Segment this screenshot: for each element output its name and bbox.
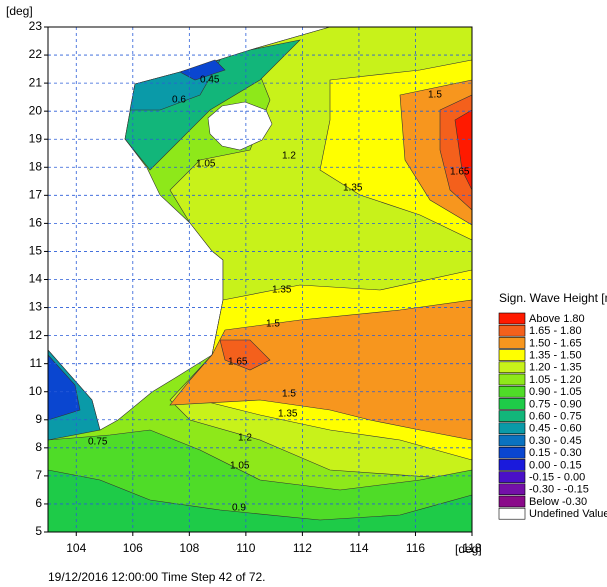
legend-label: 0.15 - 0.30 <box>529 447 582 459</box>
y-tick-label: 11 <box>30 356 43 370</box>
legend-label: 1.05 - 1.20 <box>529 374 582 386</box>
legend-swatch <box>498 312 526 325</box>
contour-label: 1.2 <box>282 151 296 162</box>
island <box>207 101 273 151</box>
contour-label: 1.5 <box>266 319 280 330</box>
contour-label: 0.9 <box>232 503 246 514</box>
x-tick-label: 112 <box>293 541 312 555</box>
legend-swatch <box>498 410 526 422</box>
contour-label: 1.35 <box>278 409 298 420</box>
contour-band <box>179 59 226 81</box>
legend-label: 0.90 - 1.05 <box>529 386 582 398</box>
footer: 19/12/2016 12:00:00 Time Step 42 of 72. <box>48 570 266 584</box>
x-tick-label: 108 <box>179 541 199 555</box>
legend-label: -0.30 - -0.15 <box>529 484 589 496</box>
y-tick-label: 10 <box>29 384 43 398</box>
legend-label: Below -0.30 <box>529 496 587 508</box>
y-tick-label: 8 <box>35 440 42 454</box>
y-tick-label: 12 <box>29 328 43 342</box>
legend-label: 1.65 - 1.80 <box>529 325 582 337</box>
contour-label: 1.65 <box>228 357 248 368</box>
contour-label: 1.05 <box>196 159 216 170</box>
legend-swatch <box>498 422 526 435</box>
y-tick-label: 14 <box>29 272 43 286</box>
contour-label: 1.05 <box>230 461 250 472</box>
legend-label: 0.45 - 0.60 <box>529 423 582 435</box>
y-tick-label: 16 <box>29 216 43 230</box>
legend: Above 1.801.65 - 1.801.50 - 1.651.35 - 1… <box>498 312 607 520</box>
x-tick-label: 106 <box>123 541 143 555</box>
legend-swatch <box>498 434 526 447</box>
y-tick-label: 17 <box>29 188 43 202</box>
x-tick-label: 104 <box>66 541 86 555</box>
x-tick-label: 118 <box>462 541 481 555</box>
x-tick-label: 110 <box>236 541 255 555</box>
legend-label: Above 1.80 <box>529 313 585 325</box>
legend-swatch <box>498 385 526 398</box>
legend-swatch <box>498 337 526 349</box>
legend-label: 1.50 - 1.65 <box>529 337 582 349</box>
contour-label: 1.35 <box>343 183 363 194</box>
contour-label: 1.5 <box>282 389 296 400</box>
legend-label: 0.60 - 0.75 <box>529 411 582 423</box>
legend-swatch <box>498 507 526 520</box>
contour-label: 0.75 <box>88 437 108 448</box>
legend-label: Undefined Value <box>529 508 607 520</box>
legend-swatch <box>498 324 526 337</box>
contour-label: 1.35 <box>272 285 292 296</box>
legend-label: 0.00 - 0.15 <box>529 459 582 471</box>
legend-title: Sign. Wave Height [m] <box>499 291 607 305</box>
x-tick-label: 116 <box>406 541 425 555</box>
legend-label: 0.75 - 0.90 <box>529 398 582 410</box>
legend-swatch <box>498 471 526 483</box>
contour-band <box>47 354 81 421</box>
legend-swatch <box>498 495 526 508</box>
y-tick-label: 20 <box>29 103 43 117</box>
x-axis-label: [deg] <box>455 542 482 556</box>
y-tick-label: 15 <box>29 244 43 258</box>
legend-swatch <box>498 398 526 410</box>
legend-label: 1.20 - 1.35 <box>529 362 582 374</box>
contour-label: 0.6 <box>172 95 186 106</box>
y-tick-label: 7 <box>35 468 42 482</box>
legend-label: 0.30 - 0.45 <box>529 435 582 447</box>
y-axis-label: [deg] <box>6 4 33 18</box>
y-tick-label: 13 <box>29 300 43 314</box>
contour-label: 0.45 <box>200 75 220 86</box>
y-tick-label: 9 <box>35 412 42 426</box>
contour-label: 1.5 <box>428 90 442 101</box>
y-tick-label: 19 <box>29 131 43 145</box>
contour-band <box>219 339 271 371</box>
y-tick-label: 18 <box>29 159 43 173</box>
y-tick-label: 21 <box>29 75 43 89</box>
legend-swatch <box>498 349 526 361</box>
legend-swatch <box>498 446 526 459</box>
y-tick-label: 22 <box>29 47 43 61</box>
x-tick-label: 114 <box>349 541 368 555</box>
y-tick-label: 6 <box>35 496 42 510</box>
y-tick-label: 23 <box>29 19 43 33</box>
y-tick-label: 5 <box>35 524 42 538</box>
legend-swatch <box>498 361 526 374</box>
contour-label: 1.2 <box>238 433 252 444</box>
contour-label: 1.65 <box>450 167 470 178</box>
legend-label: -0.15 - 0.00 <box>529 472 585 484</box>
legend-swatch <box>498 373 526 386</box>
legend-label: 1.35 - 1.50 <box>529 350 582 362</box>
legend-swatch <box>498 459 526 471</box>
legend-swatch <box>498 483 526 496</box>
